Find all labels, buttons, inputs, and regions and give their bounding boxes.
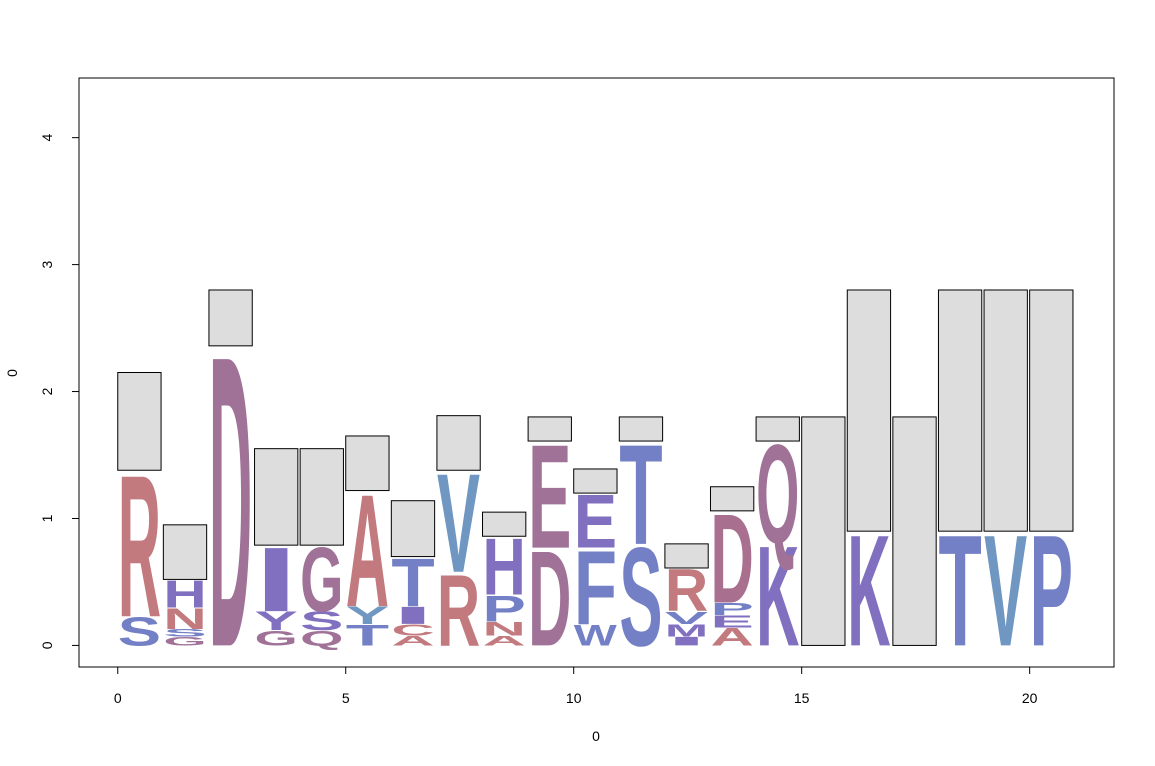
logo-box [299,448,344,546]
x-tick-label: 15 [794,690,810,706]
logo-box [755,416,800,442]
logo-letter-V: V [437,446,480,603]
logo-column-9: DE [527,414,572,675]
logo-letter-G: G [163,634,206,648]
logo-box [801,416,846,646]
x-tick-label: 0 [114,690,122,706]
logo-box [345,435,390,492]
logo-column-10: WFE [573,468,618,652]
logo-letter-G: G [255,626,298,650]
logo-letter-T: T [938,503,981,680]
logo-box [436,415,481,471]
logo-column-18: T [937,289,983,680]
logo-box [254,448,299,546]
logo-letter-P: P [710,599,753,619]
logo-letter-N: N [483,618,526,639]
logo-box [1029,289,1074,532]
logo-letter-G: G [300,529,343,632]
logo-letter-R: R [118,433,161,659]
logo-letter-S: S [163,627,206,639]
x-axis-label: 0 [592,728,600,744]
logo-letter-A: A [710,623,753,651]
logo-letter-A: A [391,633,434,649]
logo-column-19: V [983,289,1028,679]
logo-box [162,524,208,580]
logo-letter-E: E [710,612,753,632]
logo-box [618,416,664,442]
logo-letter-M: M [665,621,708,641]
logo-box [527,416,572,442]
logo-column-5: TYA [345,435,390,652]
logo-letter-Q: Q [300,626,343,650]
logo-box [573,468,618,494]
logo-letter-I: I [391,601,434,629]
logo-column-11: ST [618,415,664,677]
logo-column-17 [892,416,937,646]
logo-column-14: KQ [755,415,800,677]
logo-letter-F: F [574,529,617,648]
logo-column-2: D [208,269,253,734]
logo-box [709,486,755,512]
logo-letter-S: S [300,606,343,636]
logo-letter-K: K [756,518,799,677]
logo-box [208,289,253,347]
y-tick-label: 3 [39,260,55,268]
logo-column-15 [801,416,846,646]
logo-letter-Y: Y [346,602,389,629]
logo-letter-S: S [118,609,161,654]
y-tick-label: 4 [39,134,55,142]
logo-box [482,511,527,537]
logo-letter-C: C [391,621,434,639]
logo-letter-E: E [528,414,571,580]
logo-letter-P: P [483,588,526,629]
logo-letter-K: K [847,503,890,680]
logo-letter-Y: Y [255,606,298,636]
logo-letter-N: N [163,602,206,636]
logo-letter-I: I [255,529,298,632]
logo-box [117,372,162,471]
x-axis: 0 5 10 15 20 [114,666,1038,706]
logo-letter-S: S [619,520,662,677]
logo-box [664,543,709,569]
logo-letter-D: D [710,488,753,630]
logo-box [390,500,436,558]
logo-column-4: QSG [299,448,344,650]
logo-letter-I: I [665,634,708,648]
y-axis: 0 1 2 3 4 [39,134,80,649]
y-tick-label: 1 [39,514,55,522]
logo-letter-W: W [574,619,618,652]
logo-letter-H: H [483,522,526,613]
logo-letter-T: T [346,618,389,652]
logo-column-7: RV [436,415,481,668]
logo-box [937,289,983,532]
x-tick-label: 10 [566,690,582,706]
logo-column-20: P [1029,289,1074,679]
logo-box [892,416,937,646]
logo-letter-R: R [437,553,480,668]
logo-letter-A: A [483,633,526,649]
y-tick-label: 2 [39,387,55,395]
logo-column-16: K [846,289,892,680]
logo-column-3: GYI [254,448,299,650]
logo-box [983,289,1028,532]
logo-letter-D: D [528,524,571,675]
x-tick-label: 5 [342,690,350,706]
logo-column-0: SR [117,372,162,660]
y-tick-label: 0 [39,641,55,649]
x-tick-label: 20 [1022,690,1038,706]
logo-box [846,289,892,532]
y-axis-label: 0 [4,369,20,377]
logo-letter-V: V [665,608,709,628]
